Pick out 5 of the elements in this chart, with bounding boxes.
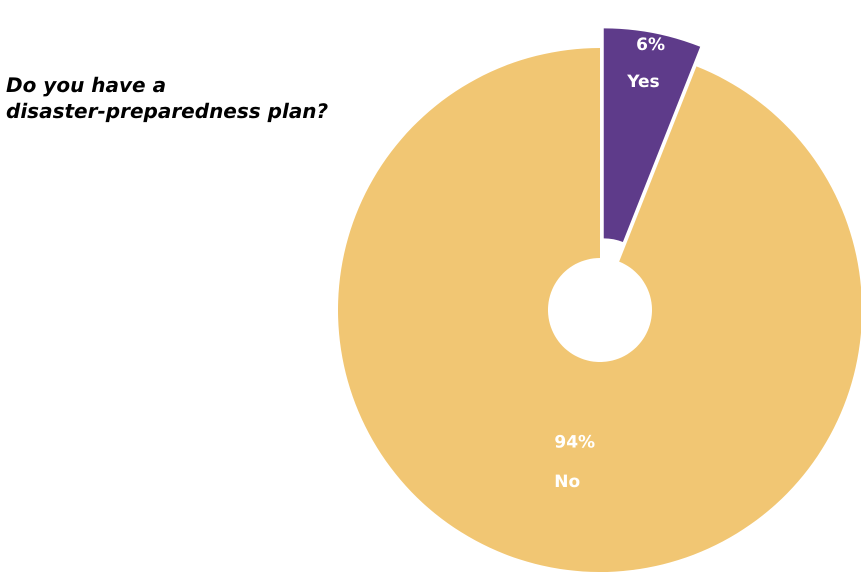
- slice-label: No: [554, 472, 580, 492]
- data-label: 94%: [554, 432, 596, 453]
- text: Do you have a disaster-preparedness plan?: [6, 73, 329, 123]
- slice-label: Yes: [626, 72, 660, 92]
- data-label: 6%: [636, 34, 666, 55]
